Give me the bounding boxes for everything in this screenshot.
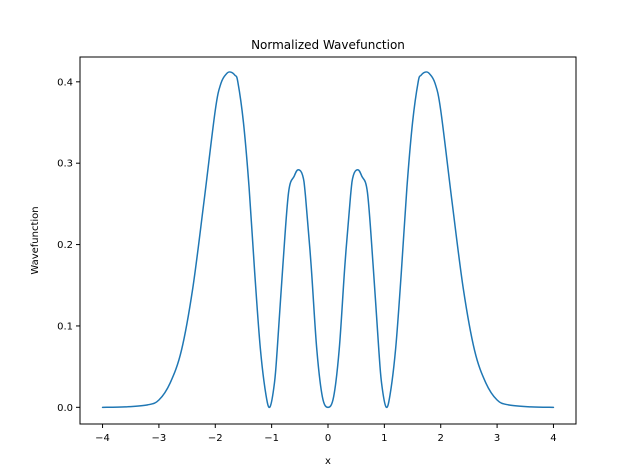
plot-area [80, 57, 576, 424]
x-axis: −4 −3 −2 −1 0 1 2 3 4 [95, 424, 557, 444]
y-axis-label: Wavefunction [30, 206, 41, 274]
y-tick-label: 0.2 [57, 240, 73, 251]
y-axis: 0.0 0.1 0.2 0.3 0.4 [57, 77, 80, 414]
x-tick-label: −4 [95, 433, 110, 444]
y-tick-label: 0.1 [57, 321, 73, 332]
series-group [101, 71, 555, 409]
y-tick-label: 0.0 [57, 403, 73, 414]
chart-title: Normalized Wavefunction [251, 38, 405, 52]
x-tick-label: 0 [325, 433, 331, 444]
x-tick-label: −3 [152, 433, 167, 444]
x-tick-label: 1 [381, 433, 387, 444]
series-line [101, 71, 555, 409]
y-tick-label: 0.3 [57, 159, 73, 170]
x-tick-label: 3 [494, 433, 500, 444]
x-tick-label: 4 [550, 433, 556, 444]
x-tick-label: 2 [438, 433, 444, 444]
x-axis-label: x [325, 456, 331, 467]
y-tick-label: 0.4 [57, 77, 73, 88]
x-tick-label: −2 [208, 433, 223, 444]
x-tick-label: −1 [264, 433, 279, 444]
